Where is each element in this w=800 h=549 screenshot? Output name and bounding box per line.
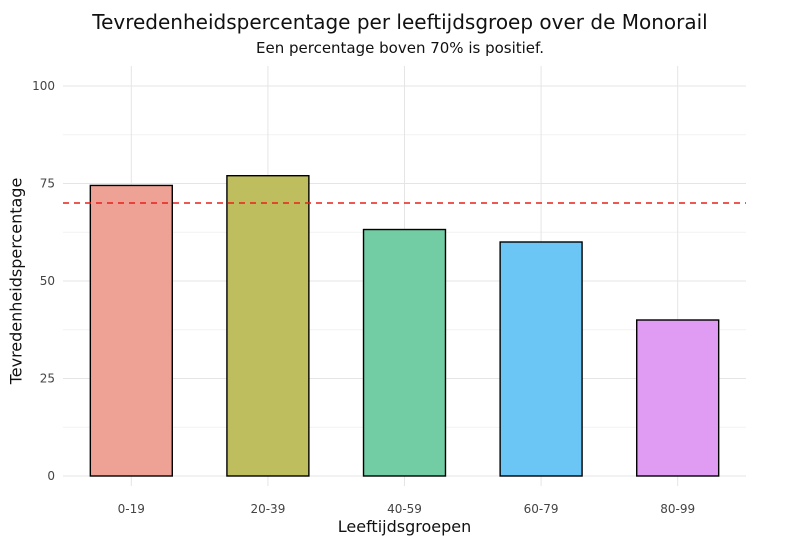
- x-tick-label: 80-99: [660, 502, 695, 516]
- y-tick-labels: 0 25 50 75 100: [32, 79, 55, 483]
- chart-title: Tevredenheidspercentage per leeftijdsgro…: [92, 10, 708, 34]
- chart-subtitle: Een percentage boven 70% is positief.: [256, 39, 544, 57]
- x-tick-label: 40-59: [387, 502, 422, 516]
- x-tick-labels: 0-19 20-39 40-59 60-79 80-99: [118, 502, 695, 516]
- bar-80-99: [636, 319, 720, 477]
- y-tick-label: 0: [47, 469, 55, 483]
- y-axis-label: Tevredenheidspercentage: [6, 177, 26, 385]
- bar-40-59: [362, 228, 447, 477]
- y-tick-label: 50: [40, 274, 55, 288]
- bar-60-79: [499, 241, 583, 477]
- x-tick-label: 60-79: [524, 502, 559, 516]
- x-tick-label: 0-19: [118, 502, 145, 516]
- y-tick-label: 25: [40, 372, 55, 386]
- y-tick-label: 75: [40, 177, 55, 191]
- y-tick-label: 100: [32, 79, 55, 93]
- x-tick-label: 20-39: [250, 502, 285, 516]
- bars: [89, 174, 720, 477]
- x-axis-label: Leeftijdsgroepen: [337, 517, 472, 536]
- bar-0-19: [89, 184, 173, 477]
- bar-20-39: [226, 174, 310, 477]
